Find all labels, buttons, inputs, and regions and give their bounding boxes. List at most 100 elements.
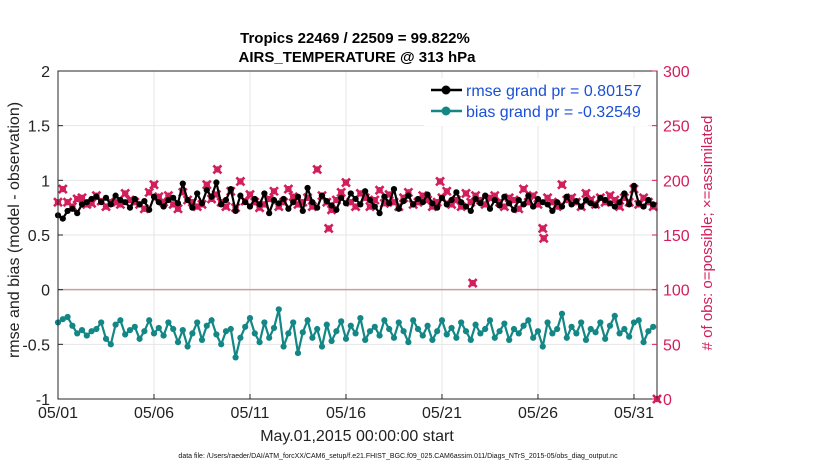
rmse-point [606,200,614,207]
rmse-point [539,199,546,206]
rmse-point [578,203,585,210]
y-tick-label: 0.5 [28,228,50,245]
obs-point [443,188,450,195]
bias-point [438,317,446,324]
obs-point [285,185,292,193]
legend-box [424,78,648,126]
bias-point [486,317,494,324]
rmse-point [98,199,105,206]
bias-point [410,317,417,324]
rmse-point [198,200,206,207]
rmse-point [285,205,292,212]
bias-point [146,317,153,324]
bias-point [400,328,407,335]
bias-point [544,319,551,326]
obs-point [150,181,158,188]
rmse-point [290,199,297,206]
bias-point [338,318,345,325]
rmse-point [405,192,412,199]
rmse-point [342,200,350,207]
y-tick-label: -1 [36,392,50,409]
bias-point [506,336,513,344]
bias-point [650,323,657,330]
rmse-point [573,198,580,205]
obs-point [510,196,518,204]
bias-point [266,334,273,341]
bias-point [170,325,177,333]
bias-point [285,330,292,337]
obs-point [515,205,522,212]
bias-point [515,330,522,337]
bias-point [237,334,244,341]
rmse-point [333,206,340,213]
bias-point [174,339,182,346]
obs-point [145,189,153,196]
obs-point [246,191,254,198]
rmse-point [554,199,561,206]
bias-point [155,324,162,332]
rmse-point [626,201,633,208]
rmse-point [621,190,628,197]
rmse-point [299,207,306,215]
rmse-point [486,205,494,212]
x-tick-label: 05/01 [38,405,78,422]
bias-point [208,317,215,324]
y-tick-label: 1.5 [28,119,50,136]
obs-point [88,200,95,207]
bias-point [640,339,647,346]
bias-point [88,328,95,335]
rmse-point [520,201,527,208]
legend-bias-label: bias grand pr = -0.32549 [466,104,641,121]
obs-point [611,196,618,204]
rmse-point [266,210,273,217]
bias-point [131,323,138,330]
rmse-point [165,196,172,204]
rmse-point [112,192,119,199]
rmse-point [429,200,436,207]
bias-point [558,310,566,317]
rmse-point [462,203,470,210]
obs-point [141,205,148,212]
bias-point [587,325,594,333]
obs-point [174,205,182,212]
rmse-point [515,196,522,204]
bias-point [534,328,542,335]
bias-point [381,317,388,324]
bias-point [117,317,124,324]
chart-title: Tropics 22469 / 22509 = 99.822% [240,30,470,47]
bias-point [602,335,609,342]
rmse-point [318,192,326,199]
obs-point [436,178,444,185]
bias-point [318,343,326,350]
rmse-point [78,201,86,208]
rmse-point [328,202,335,209]
bias-point [203,322,210,329]
obs-point [539,225,546,232]
bias-point [333,328,340,335]
rmse-point [304,184,311,192]
bias-point [554,325,561,333]
rmse-point [453,189,460,196]
rmse-point [294,193,302,200]
rmse-point [237,192,244,199]
rmse-point [501,193,508,200]
bias-point [525,317,532,324]
bias-point [242,323,249,330]
rmse-point [117,196,124,204]
obs-point [453,196,460,204]
rmse-point [122,199,129,206]
rmse-point [587,200,594,207]
bias-point [467,336,474,344]
rmse-point [549,207,556,215]
bias-point [69,322,76,329]
bias-point [630,319,638,326]
rmse-point [400,198,407,205]
obs-point [333,196,340,204]
bias-point [218,341,225,348]
obs-point [501,203,508,210]
bias-point [256,339,263,346]
obs-point [520,185,527,193]
rmse-point [213,179,220,186]
bias-point [304,317,311,324]
